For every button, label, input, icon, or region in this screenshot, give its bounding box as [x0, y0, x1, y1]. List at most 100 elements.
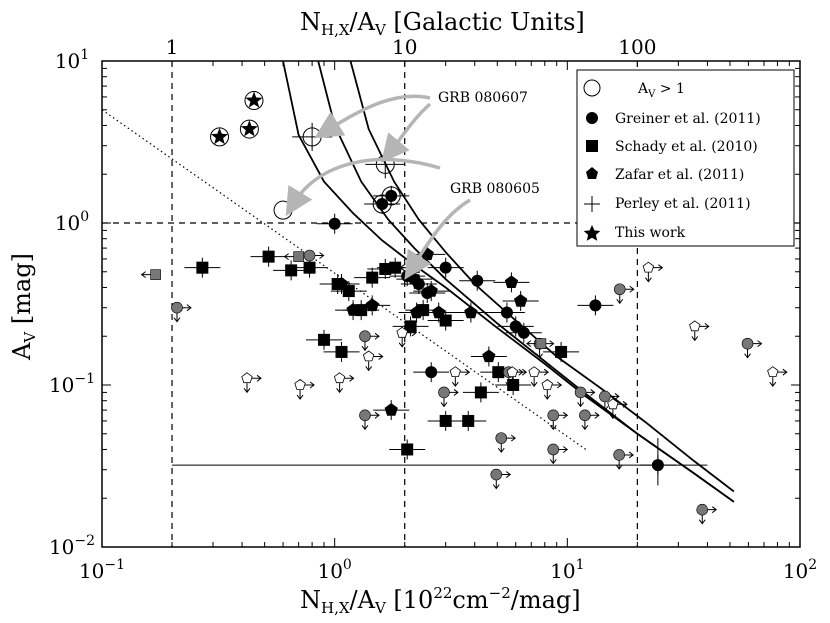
open-pentagon-limits-point-0-down-arrow — [243, 383, 251, 394]
open-pentagon-limits-point-0-right-arrow — [252, 374, 262, 382]
open-pentagon-limits-point-8-right-arrow — [552, 381, 563, 389]
legend-marker-this-work — [583, 225, 601, 241]
open-pentagon-limits-point-7-down-arrow — [530, 377, 538, 388]
greiner-point-10 — [509, 320, 522, 333]
upper-limits-gray-point-16 — [696, 503, 709, 516]
schady-point-15 — [462, 414, 475, 427]
open-pentagon-limits-point-3 — [362, 350, 375, 362]
legend-marker-perley — [584, 196, 600, 212]
upper-limits-gray-point-12 — [579, 409, 591, 422]
open-pentagon-limits-point-7-right-arrow — [539, 368, 549, 376]
upper-limits-gray-point-1-down-arrow — [306, 260, 313, 271]
upper-limits-gray-point-15 — [613, 283, 626, 296]
gray-squares-point-3-left-arrow — [526, 340, 536, 348]
model-curves — [102, 61, 735, 503]
open-pentagon-limits-point-11-down-arrow — [691, 331, 699, 342]
zafar-point-9 — [504, 275, 519, 288]
schady-point-1 — [262, 250, 275, 263]
greiner-point-8 — [471, 274, 484, 287]
upper-limits-gray-point-9-down-arrow — [549, 454, 557, 465]
upper-limits-gray-point-10-down-arrow — [549, 420, 557, 431]
upper-limits-gray-point-5-right-arrow — [501, 471, 512, 478]
open-pentagon-limits-point-10-right-arrow — [653, 264, 664, 272]
legend-marker-zafar — [586, 167, 598, 179]
top-tick-label-2: 100 — [618, 35, 656, 59]
open-pentagon-limits-point-8 — [541, 379, 553, 390]
top-tick-label-1: 10 — [392, 35, 417, 59]
upper-limits-gray-point-14-right-arrow — [624, 451, 634, 459]
zafar-point-4 — [410, 305, 424, 319]
open-pentagon-limits-point-5 — [449, 366, 461, 378]
upper-limits-gray-point-11-down-arrow — [577, 397, 584, 408]
open-pentagon-limits-point-5-right-arrow — [460, 368, 471, 376]
upper-limits-gray-point-17-right-arrow — [752, 340, 763, 348]
arrow-grb-080607-a — [314, 94, 431, 139]
upper-limits-gray-point-2 — [359, 330, 371, 343]
av-gt-1-point-0 — [273, 200, 293, 220]
upper-limits-gray-point-3-down-arrow — [361, 420, 369, 431]
arrow-grb-080605-b — [404, 198, 471, 280]
zafar-point-0 — [334, 277, 349, 290]
schady-point-8 — [379, 263, 392, 276]
annotation-arrows — [285, 94, 471, 280]
arrow-grb-080607-b — [381, 102, 432, 163]
greiner-point-12 — [589, 299, 602, 312]
y-tick-label-0: 10−2 — [49, 533, 95, 559]
legend-label-schady: Schady et al. (2010) — [615, 139, 758, 155]
curve-model-3 — [349, 61, 735, 493]
open-pentagon-limits-point-9-down-arrow — [609, 409, 617, 420]
gray-squares-point-3 — [535, 338, 547, 349]
upper-limits-gray-point-14 — [613, 449, 625, 461]
upper-limits-gray-point-5-down-arrow — [492, 479, 500, 490]
zafar-point-6 — [432, 305, 446, 319]
upper-limits-gray-point-13-right-arrow — [609, 393, 620, 400]
gray-squares-point-2-left-arrow — [399, 264, 410, 272]
y-tick-label-1: 10−1 — [49, 371, 95, 397]
upper-limits-gray-point-17 — [741, 337, 754, 350]
upper-limits-gray-point-8-down-arrow — [536, 348, 544, 359]
open-pentagon-limits-point-3-down-arrow — [365, 361, 373, 372]
upper-limits-gray-point-9 — [547, 443, 560, 456]
open-pentagon-limits-point-6-down-arrow — [508, 377, 516, 388]
schady-point-20 — [318, 333, 331, 346]
open-pentagon-limits-point-12-right-arrow — [777, 368, 788, 376]
y-tick-label-2: 100 — [55, 209, 89, 235]
open-pentagon-limits-point-1-right-arrow — [305, 381, 315, 389]
zafar-point-10 — [514, 294, 528, 307]
open-pentagon-limits-point-2-right-arrow — [344, 374, 355, 382]
upper-limits-gray-point-5 — [490, 468, 503, 481]
av-gt-1-point-3 — [210, 127, 230, 147]
open-pentagon-limits-point-5-down-arrow — [451, 377, 459, 388]
zafar-point-8 — [482, 349, 496, 363]
legend-marker-av-gt-1 — [583, 79, 601, 97]
legend: AV > 1 Greiner et al. (2011) Schady et a… — [576, 69, 795, 247]
zafar-point-3 — [384, 403, 398, 416]
open-pentagon-limits-point-10-down-arrow — [644, 272, 652, 283]
upper-limits-gray-point-12-down-arrow — [581, 420, 589, 431]
schady-point-9 — [389, 261, 402, 274]
legend-label-zafar: Zafar et al. (2011) — [615, 167, 744, 183]
y-tick-label-3: 101 — [55, 47, 89, 73]
this-work-point-0 — [211, 127, 229, 145]
upper-limits-gray-point-16-right-arrow — [707, 506, 718, 514]
open-pentagon-limits-point-1 — [294, 379, 306, 390]
greiner-point-5 — [412, 278, 425, 291]
legend-marker-greiner — [586, 112, 598, 124]
x-axis-label: NH,X/AV [1022cm−2/mag] — [300, 584, 581, 617]
annotation-grb-080605: GRB 080605 — [450, 181, 540, 197]
upper-limits-gray-point-13 — [599, 390, 611, 403]
this-work-point-2 — [245, 91, 263, 108]
x-tick-label-0: 10−1 — [79, 557, 125, 583]
zafar-point-2 — [365, 298, 379, 312]
y-axis-label: AV [mag] — [8, 253, 39, 361]
av-gt-1-point-4 — [239, 119, 259, 139]
schady-point-16 — [474, 386, 487, 399]
open-pentagon-limits-point-4-right-arrow — [407, 329, 417, 337]
upper-limits-gray-point-12-right-arrow — [589, 411, 600, 419]
greiner-point-14 — [425, 366, 438, 379]
upper-limits-gray-point-3 — [359, 409, 371, 422]
upper-limits-gray-point-4-down-arrow — [440, 397, 448, 408]
open-pentagon-limits-point-1-down-arrow — [296, 390, 304, 400]
zafar-point-5 — [424, 284, 438, 297]
legend-marker-schady — [586, 140, 598, 152]
